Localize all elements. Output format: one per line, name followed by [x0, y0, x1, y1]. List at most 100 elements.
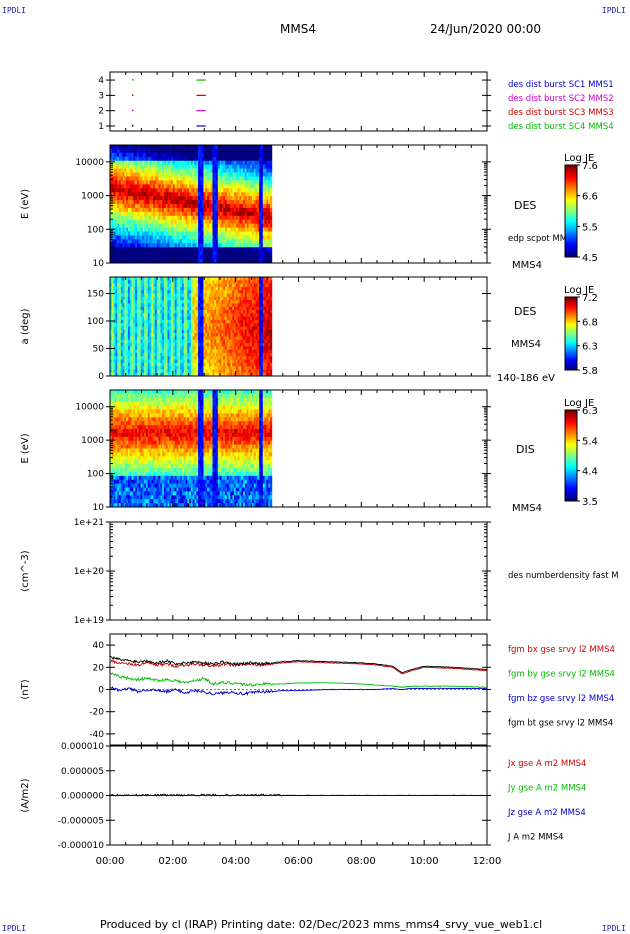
spectrogram-cell [110, 223, 113, 228]
spectrogram-cell [165, 277, 168, 281]
spectrogram-cell [127, 168, 131, 173]
spectrogram-cell [225, 352, 228, 357]
spectrogram-cell [160, 164, 163, 169]
spectrogram-cell [230, 247, 233, 252]
spectrogram-cell [160, 323, 163, 327]
spectrogram-cell [115, 366, 118, 370]
spectrogram-cell [135, 319, 138, 324]
spectrogram-cell [228, 188, 231, 193]
spectrogram-cell [135, 323, 138, 327]
spectrogram-cell [250, 207, 253, 213]
spectrogram-cell [230, 211, 233, 217]
spectrogram-cell [208, 329, 212, 334]
spectrogram-cell [154, 296, 158, 301]
spectrogram-cell [181, 283, 185, 288]
spectrogram-cell [201, 316, 204, 321]
spectrogram-cell [135, 329, 138, 334]
spectrogram-cell [169, 188, 172, 193]
spectrogram-cell [131, 215, 134, 221]
spectrogram-cell [219, 310, 222, 314]
spectrogram-cell [185, 160, 188, 166]
spectrogram-cell [142, 339, 145, 344]
spectrogram-cell [225, 148, 228, 154]
spectrogram-cell [154, 343, 158, 347]
spectrogram-cell [264, 211, 267, 217]
colorbar-step [565, 213, 577, 217]
spectrogram-cell [158, 188, 161, 193]
spectrogram-cell [244, 160, 248, 166]
spectrogram-cell [237, 231, 240, 236]
spectrogram-cell [259, 145, 262, 150]
spectrogram-cell [192, 152, 195, 158]
spectrogram-cell [171, 251, 174, 256]
spectrogram-cell [169, 300, 172, 304]
spectrogram-cell [246, 156, 249, 162]
spectrogram-cell [136, 306, 140, 311]
spectrogram-cell [230, 145, 233, 150]
spectrogram-cell [129, 303, 132, 308]
spectrogram-cell [226, 231, 230, 236]
spectrogram-cell [214, 352, 217, 357]
spectrogram-cell [185, 366, 188, 370]
spectrogram-cell [185, 247, 188, 252]
spectrogram-cell [110, 303, 113, 308]
spectrogram-cell [210, 148, 213, 154]
spectrogram-cell [115, 145, 118, 150]
spectrogram-cell [126, 343, 129, 347]
spectrogram-cell [216, 343, 219, 347]
spectrogram-cell [205, 160, 208, 166]
spectrogram-cell [162, 310, 165, 314]
spectrogram-cell [226, 227, 230, 232]
spectrogram-cell [241, 196, 244, 201]
spectrogram-cell [243, 160, 246, 166]
spectrogram-cell [207, 251, 210, 256]
spectrogram-cell [196, 243, 199, 248]
spectrogram-cell [262, 152, 266, 158]
spectrogram-cell [212, 313, 215, 317]
spectrogram-cell [221, 145, 224, 150]
spectrogram-cell [142, 204, 145, 209]
spectrogram-cell [120, 215, 123, 221]
spectrogram-cell [194, 362, 197, 367]
spectrogram-cell [151, 145, 154, 150]
spectrogram-cell [127, 356, 131, 360]
spectrogram-cell [178, 352, 181, 357]
spectrogram-cell [181, 329, 185, 334]
spectrogram-cell [111, 300, 114, 304]
spectrogram-cell [138, 176, 141, 181]
spectrogram-cell [210, 196, 213, 201]
spectrogram-cell [117, 239, 120, 244]
spectrogram-cell [187, 366, 190, 370]
spectrogram-cell [122, 306, 125, 311]
spectrogram-cell [264, 259, 267, 264]
spectrogram-cell [187, 319, 190, 324]
spectrogram-cell [214, 283, 217, 288]
spectrogram-cell [203, 290, 206, 294]
spectrogram-cell [129, 211, 132, 217]
spectrogram-cell [133, 359, 136, 364]
spectrogram-cell [172, 180, 176, 185]
spectrogram-cell [118, 303, 122, 308]
spectrogram-cell [268, 168, 271, 173]
spectrogram-cell [210, 362, 213, 367]
spectrogram-cell [180, 164, 183, 169]
legend-entry-dist-2: des dist burst SC2 MMS2 [508, 94, 614, 104]
spectrogram-cell [122, 164, 125, 169]
spectrogram-cell [194, 349, 197, 354]
spectrogram-cell [196, 339, 199, 344]
spectrogram-cell [180, 316, 183, 321]
spectrogram-cell [129, 316, 132, 321]
spectrogram-cell [246, 188, 249, 193]
spectrogram-cell [174, 247, 177, 252]
spectrogram-cell [156, 196, 159, 201]
spectrogram-cell [126, 286, 129, 291]
spectrogram-cell [163, 207, 167, 213]
spectrogram-cell [212, 319, 215, 324]
spectrogram-cell [167, 184, 170, 189]
spectrogram-cell [118, 296, 122, 301]
spectrogram-cell [246, 164, 249, 169]
spectrogram-cell [199, 196, 203, 201]
spectrogram-cell [230, 251, 233, 256]
spectrogram-cell [117, 156, 120, 162]
spectrogram-cell [194, 346, 197, 350]
